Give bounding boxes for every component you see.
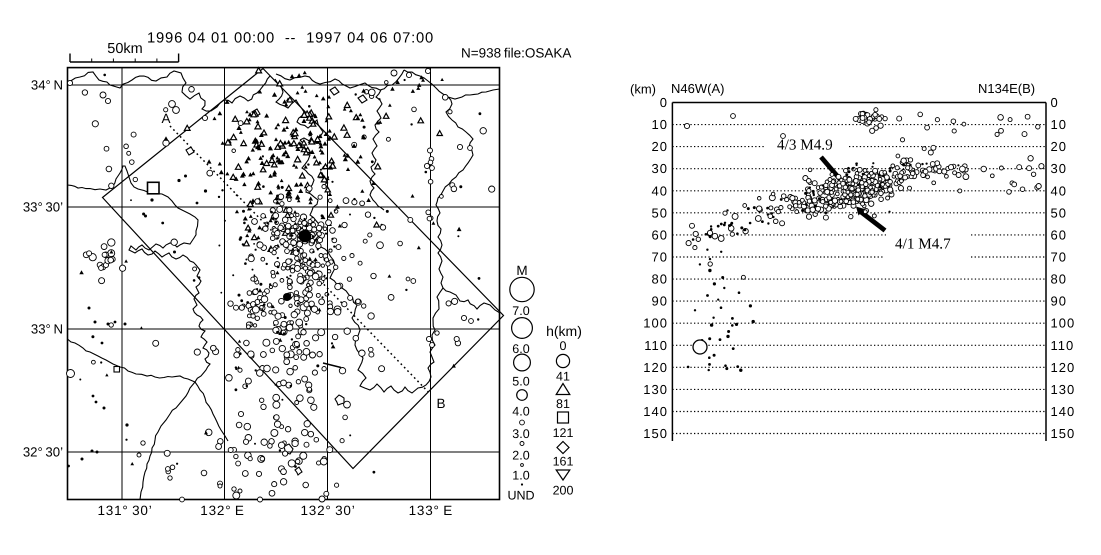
svg-text:B: B	[436, 396, 445, 411]
svg-text:161: 161	[553, 455, 574, 469]
svg-text:132° E: 132° E	[200, 503, 244, 518]
svg-text:1.0: 1.0	[512, 469, 529, 483]
svg-text:M: M	[516, 263, 527, 278]
svg-text:40: 40	[652, 183, 668, 198]
svg-text:140: 140	[1051, 404, 1076, 419]
svg-text:200: 200	[553, 484, 574, 498]
svg-text:N=938 file:OSAKA: N=938 file:OSAKA	[461, 46, 571, 61]
svg-text:90: 90	[652, 294, 668, 309]
svg-text:33° N: 33° N	[31, 322, 63, 337]
svg-text:60: 60	[652, 227, 668, 242]
svg-text:4.0: 4.0	[512, 405, 529, 419]
svg-text:50: 50	[652, 205, 668, 220]
svg-text:0: 0	[560, 339, 567, 353]
svg-text:N134E(B): N134E(B)	[978, 81, 1035, 96]
svg-text:h(km): h(km)	[546, 323, 582, 339]
svg-text:0: 0	[1051, 95, 1059, 110]
svg-text:121: 121	[553, 426, 574, 440]
svg-text:140: 140	[643, 404, 668, 419]
svg-text:50: 50	[1051, 205, 1067, 220]
svg-text:30: 30	[1051, 161, 1067, 176]
svg-text:60: 60	[1051, 227, 1067, 242]
svg-text:80: 80	[1051, 272, 1067, 287]
svg-text:100: 100	[643, 316, 668, 331]
svg-text:120: 120	[1051, 360, 1076, 375]
svg-text:81: 81	[556, 397, 570, 411]
svg-text:34° N: 34° N	[31, 78, 63, 93]
svg-text:N46W(A): N46W(A)	[671, 81, 724, 96]
svg-text:20: 20	[1051, 139, 1067, 154]
svg-text:50km: 50km	[107, 41, 142, 57]
svg-text:41: 41	[556, 370, 570, 384]
svg-text:110: 110	[1051, 338, 1075, 353]
svg-text:70: 70	[1051, 250, 1067, 265]
svg-text:100: 100	[1051, 316, 1076, 331]
svg-text:32° 30’: 32° 30’	[23, 445, 63, 460]
svg-text:30: 30	[652, 161, 668, 176]
svg-text:40: 40	[1051, 183, 1067, 198]
svg-text:(km): (km)	[630, 82, 656, 97]
svg-text:A: A	[161, 111, 170, 126]
svg-text:UND: UND	[507, 489, 534, 503]
svg-text:3.0: 3.0	[512, 427, 529, 441]
svg-text:150: 150	[1051, 426, 1076, 441]
svg-text:130: 130	[643, 382, 668, 397]
svg-text:10: 10	[1051, 117, 1067, 132]
svg-text:4/3 M4.9: 4/3 M4.9	[777, 137, 833, 154]
svg-text:7.0: 7.0	[512, 304, 529, 318]
svg-text:2.0: 2.0	[512, 449, 529, 463]
svg-text:70: 70	[652, 250, 668, 265]
svg-text:120: 120	[643, 360, 668, 375]
svg-text:131° 30’: 131° 30’	[97, 503, 152, 518]
svg-text:20: 20	[652, 139, 668, 154]
svg-text:1996 04 01 00:00 -- 1997 04: 1996 04 01 00:00 -- 1997 04 06 07:00	[147, 31, 434, 47]
svg-text:80: 80	[652, 272, 668, 287]
svg-text:5.0: 5.0	[512, 375, 529, 389]
svg-text:130: 130	[1051, 382, 1076, 397]
svg-text:0: 0	[660, 95, 668, 110]
svg-text:33° 30’: 33° 30’	[23, 200, 63, 215]
svg-text:10: 10	[652, 117, 668, 132]
svg-text:4/1 M4.7: 4/1 M4.7	[895, 236, 951, 253]
svg-text:133° E: 133° E	[409, 503, 453, 518]
svg-text:90: 90	[1051, 294, 1067, 309]
svg-text:150: 150	[643, 426, 668, 441]
svg-text:132° 30’: 132° 30’	[300, 503, 355, 518]
svg-text:6.0: 6.0	[512, 342, 529, 356]
svg-text:110: 110	[644, 338, 668, 353]
